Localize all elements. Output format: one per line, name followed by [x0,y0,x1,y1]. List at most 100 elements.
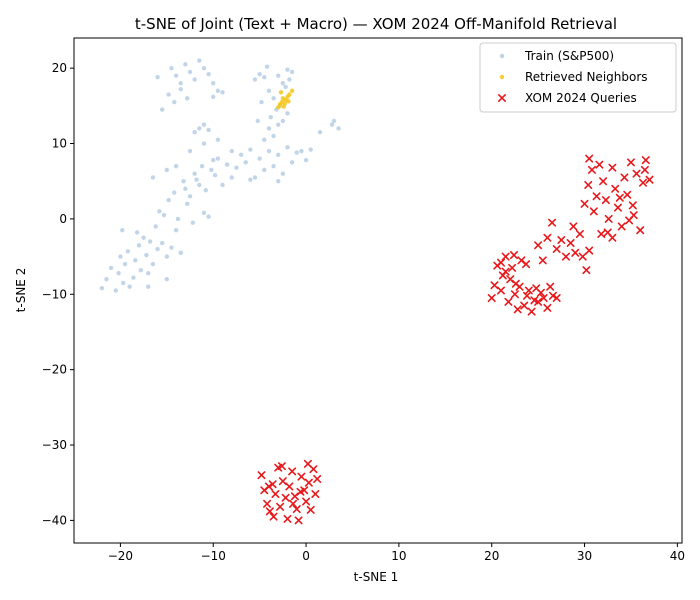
xom-query-point [304,478,313,487]
plot-frame [73,37,683,544]
train-point [134,230,140,235]
xom-query-point [501,267,510,276]
legend-label-retrieved-neighbors: Retrieved Neighbors [525,70,648,84]
xom-query-point [294,516,303,525]
train-point [144,252,149,258]
train-point [234,165,239,170]
x-tick-label: −10 [201,549,226,563]
legend-retrieved-swatch [499,74,505,80]
xom-query-point [625,216,634,225]
xom-query-point [539,294,548,303]
xom-query-point [285,482,294,491]
train-point [206,127,211,133]
xom-query-point [534,297,543,306]
xom-query-point [271,490,280,499]
train-point [199,163,205,169]
x-tick-label: 10 [391,549,406,563]
xom-query-point [303,459,312,468]
train-point [175,216,181,222]
train-point [289,160,295,165]
xom-query-point [522,260,531,269]
train-point [285,67,290,72]
xom-query-point [566,239,575,248]
xom-query-point [639,178,648,187]
xom-query-point [557,236,566,244]
train-point [255,118,260,124]
train-point [248,177,253,182]
train-point [155,74,160,80]
train-point [336,126,341,131]
xom-query-point [608,163,617,172]
xom-query-point [628,201,637,210]
train-point [276,152,281,158]
xom-query-point [580,199,589,208]
y-tick-label: −30 [42,438,67,452]
train-point [229,148,235,154]
train-point [197,126,202,131]
xom-query-point [265,507,274,516]
train-point [113,288,118,293]
xom-query-point [306,505,315,514]
train-point [99,286,105,291]
retrieved-neighbor-point [281,104,286,109]
train-point [172,99,177,105]
xom-query-point [620,173,629,182]
xom-query-point [513,305,522,314]
x-tick-label: −20 [108,549,133,563]
train-point [243,160,248,165]
train-point [285,145,290,150]
train-point [276,73,281,78]
train-point [166,92,171,97]
xom-query-point [264,482,273,491]
train-point [276,179,281,184]
x-tick-label: 0 [302,549,310,563]
xom-query-point [508,263,517,272]
train-point [220,90,225,95]
train-point [287,77,292,82]
train-point [164,276,170,282]
train-point [211,81,216,86]
xom-query-point [611,184,620,193]
train-point [197,182,202,188]
xom-query-point [584,180,593,189]
xom-query-point [263,499,272,508]
train-point [285,111,290,116]
xom-query-point [496,258,505,267]
train-point [329,122,335,127]
y-tick-label: 0 [59,212,67,226]
xom-query-point [636,226,645,235]
xom-query-point [641,156,650,165]
legend-train-swatch [499,53,505,59]
xom-query-point [626,158,635,167]
train-point [178,81,183,86]
xom-query-point [561,252,570,261]
legend: Train (S&P500) Retrieved Neighbors XOM 2… [479,42,677,113]
train-point [178,87,183,92]
xom-query-point [278,477,287,486]
xom-query-point [276,502,285,511]
xom-query-point [548,291,557,300]
train-point [211,157,216,163]
train-point [257,71,262,77]
xom-query-point [527,307,536,316]
train-point [118,254,123,259]
train-point [294,150,299,155]
train-point [264,64,270,69]
retrieved-neighbor-point [278,90,284,95]
train-point [201,141,207,146]
train-point [116,270,121,276]
train-point [187,194,193,199]
xom-query-point [509,251,518,260]
train-point [187,148,193,154]
xom-query-point [587,165,596,174]
legend-frame [479,42,677,113]
xom-query-point [645,175,654,184]
y-tick-label: 10 [52,137,67,151]
train-point [271,96,276,101]
train-point [215,156,221,161]
xom-query-point [283,514,292,523]
train-point [201,210,207,216]
train-point [201,122,207,127]
train-point [194,177,199,182]
xom-query-point [571,248,580,257]
